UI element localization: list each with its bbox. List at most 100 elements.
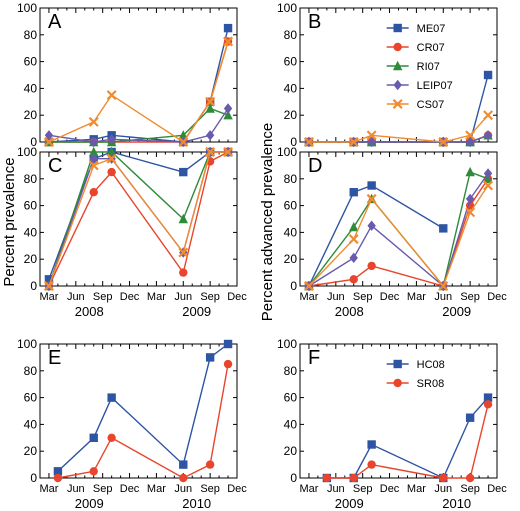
legend-marker [393,359,402,369]
data-point [465,207,476,218]
legend: HC08 SR08 [386,359,445,390]
legend-label: RI07 [417,61,440,73]
plot-frame [39,7,238,143]
data-point [107,134,116,145]
x-tick-label: Dec [487,291,507,303]
y-tick-label: 20 [24,108,38,122]
series-line [326,404,489,479]
year-label: 2009 [182,304,211,319]
ylabel-right: Percent advanced prevalence [259,123,276,321]
data-point [367,220,376,231]
legend-marker [393,79,402,91]
data-point [107,393,116,402]
x-tick-label: Sep [200,291,220,303]
data-point [438,137,449,147]
series-ME07 [44,23,233,147]
data-point [483,130,493,141]
data-point [205,96,216,107]
x-tick-label: Sep [460,291,480,303]
data-point [349,275,358,284]
y-tick-label: 100 [277,145,297,159]
x-tick-label: Mar [147,483,166,495]
x-tick-label: Mar [147,291,166,303]
data-point [89,467,98,476]
data-point [223,110,233,120]
x-tick-label: Dec [227,483,247,495]
legend-entry: SR08 [386,378,445,390]
y-tick-label: 60 [24,199,38,213]
data-point [53,467,63,476]
series-CS07 [43,147,234,291]
data-point [367,261,376,271]
panel-label: C [48,155,62,177]
data-point [367,460,376,469]
data-point [44,275,54,284]
x-tick-label: Mar [299,483,318,495]
series-CS07 [303,180,494,291]
legend-label: CR07 [417,42,445,54]
x-tick-label: Dec [380,483,400,495]
y-tick-label: 60 [284,199,298,213]
x-tick-label: Dec [227,291,247,303]
panel-label: B [308,11,321,33]
series-SR08 [53,359,233,483]
legend-label: SR08 [417,378,445,390]
x-tick-label: Jun [174,483,192,495]
series-CR07 [304,131,493,147]
data-point [89,433,98,442]
series-line [48,41,229,143]
data-point [366,130,377,141]
x-tick-label: Sep [460,483,480,495]
y-tick-label: 40 [24,225,38,239]
x-tick-label: Jun [327,291,345,303]
data-point [179,460,188,469]
series-line [326,397,489,479]
data-point [106,153,117,164]
data-point [205,353,215,362]
data-point [367,136,376,148]
series-line [57,363,229,479]
plot-frame [39,343,238,479]
data-point [205,130,215,141]
series-line [48,41,229,143]
y-tick-label: 20 [284,108,298,122]
data-point [303,281,314,291]
data-point [223,23,233,33]
y-tick-label: 100 [277,1,297,15]
data-point [178,247,189,258]
year-label: 2009 [75,496,104,511]
data-point [178,213,188,224]
y-tick-label: 40 [284,417,298,431]
legend-marker [393,42,402,52]
y-tick-label: 0 [30,135,37,149]
data-point [179,268,188,277]
year-label: 2008 [335,304,364,319]
data-point [367,440,376,449]
series-line [48,108,229,143]
x-tick-label: Mar [407,291,426,303]
series-LEIP07 [304,130,493,148]
data-point [465,413,475,422]
data-point [439,224,448,233]
data-point [465,166,475,177]
data-point [322,473,332,483]
y-tick-label: 60 [24,391,38,405]
legend-entry: CR07 [386,42,445,54]
data-point [465,136,475,148]
legend-entry: RI07 [386,60,440,73]
y-tick-label: 60 [284,55,298,69]
x-tick-label: Sep [353,483,373,495]
y-tick-label: 40 [284,81,298,95]
data-point [223,359,233,369]
legend-entry: LEIP07 [386,79,453,92]
y-tick-label: 40 [24,417,38,431]
y-tick-label: 60 [284,391,298,405]
panel-A: A 0 20 40 60 80 100 [17,1,238,149]
series-CS07 [43,36,234,147]
y-tick-label: 20 [24,444,38,458]
y-tick-label: 100 [17,1,37,15]
y-tick-label: 80 [284,364,298,378]
y-tick-label: 80 [24,172,38,186]
data-point [465,193,475,205]
